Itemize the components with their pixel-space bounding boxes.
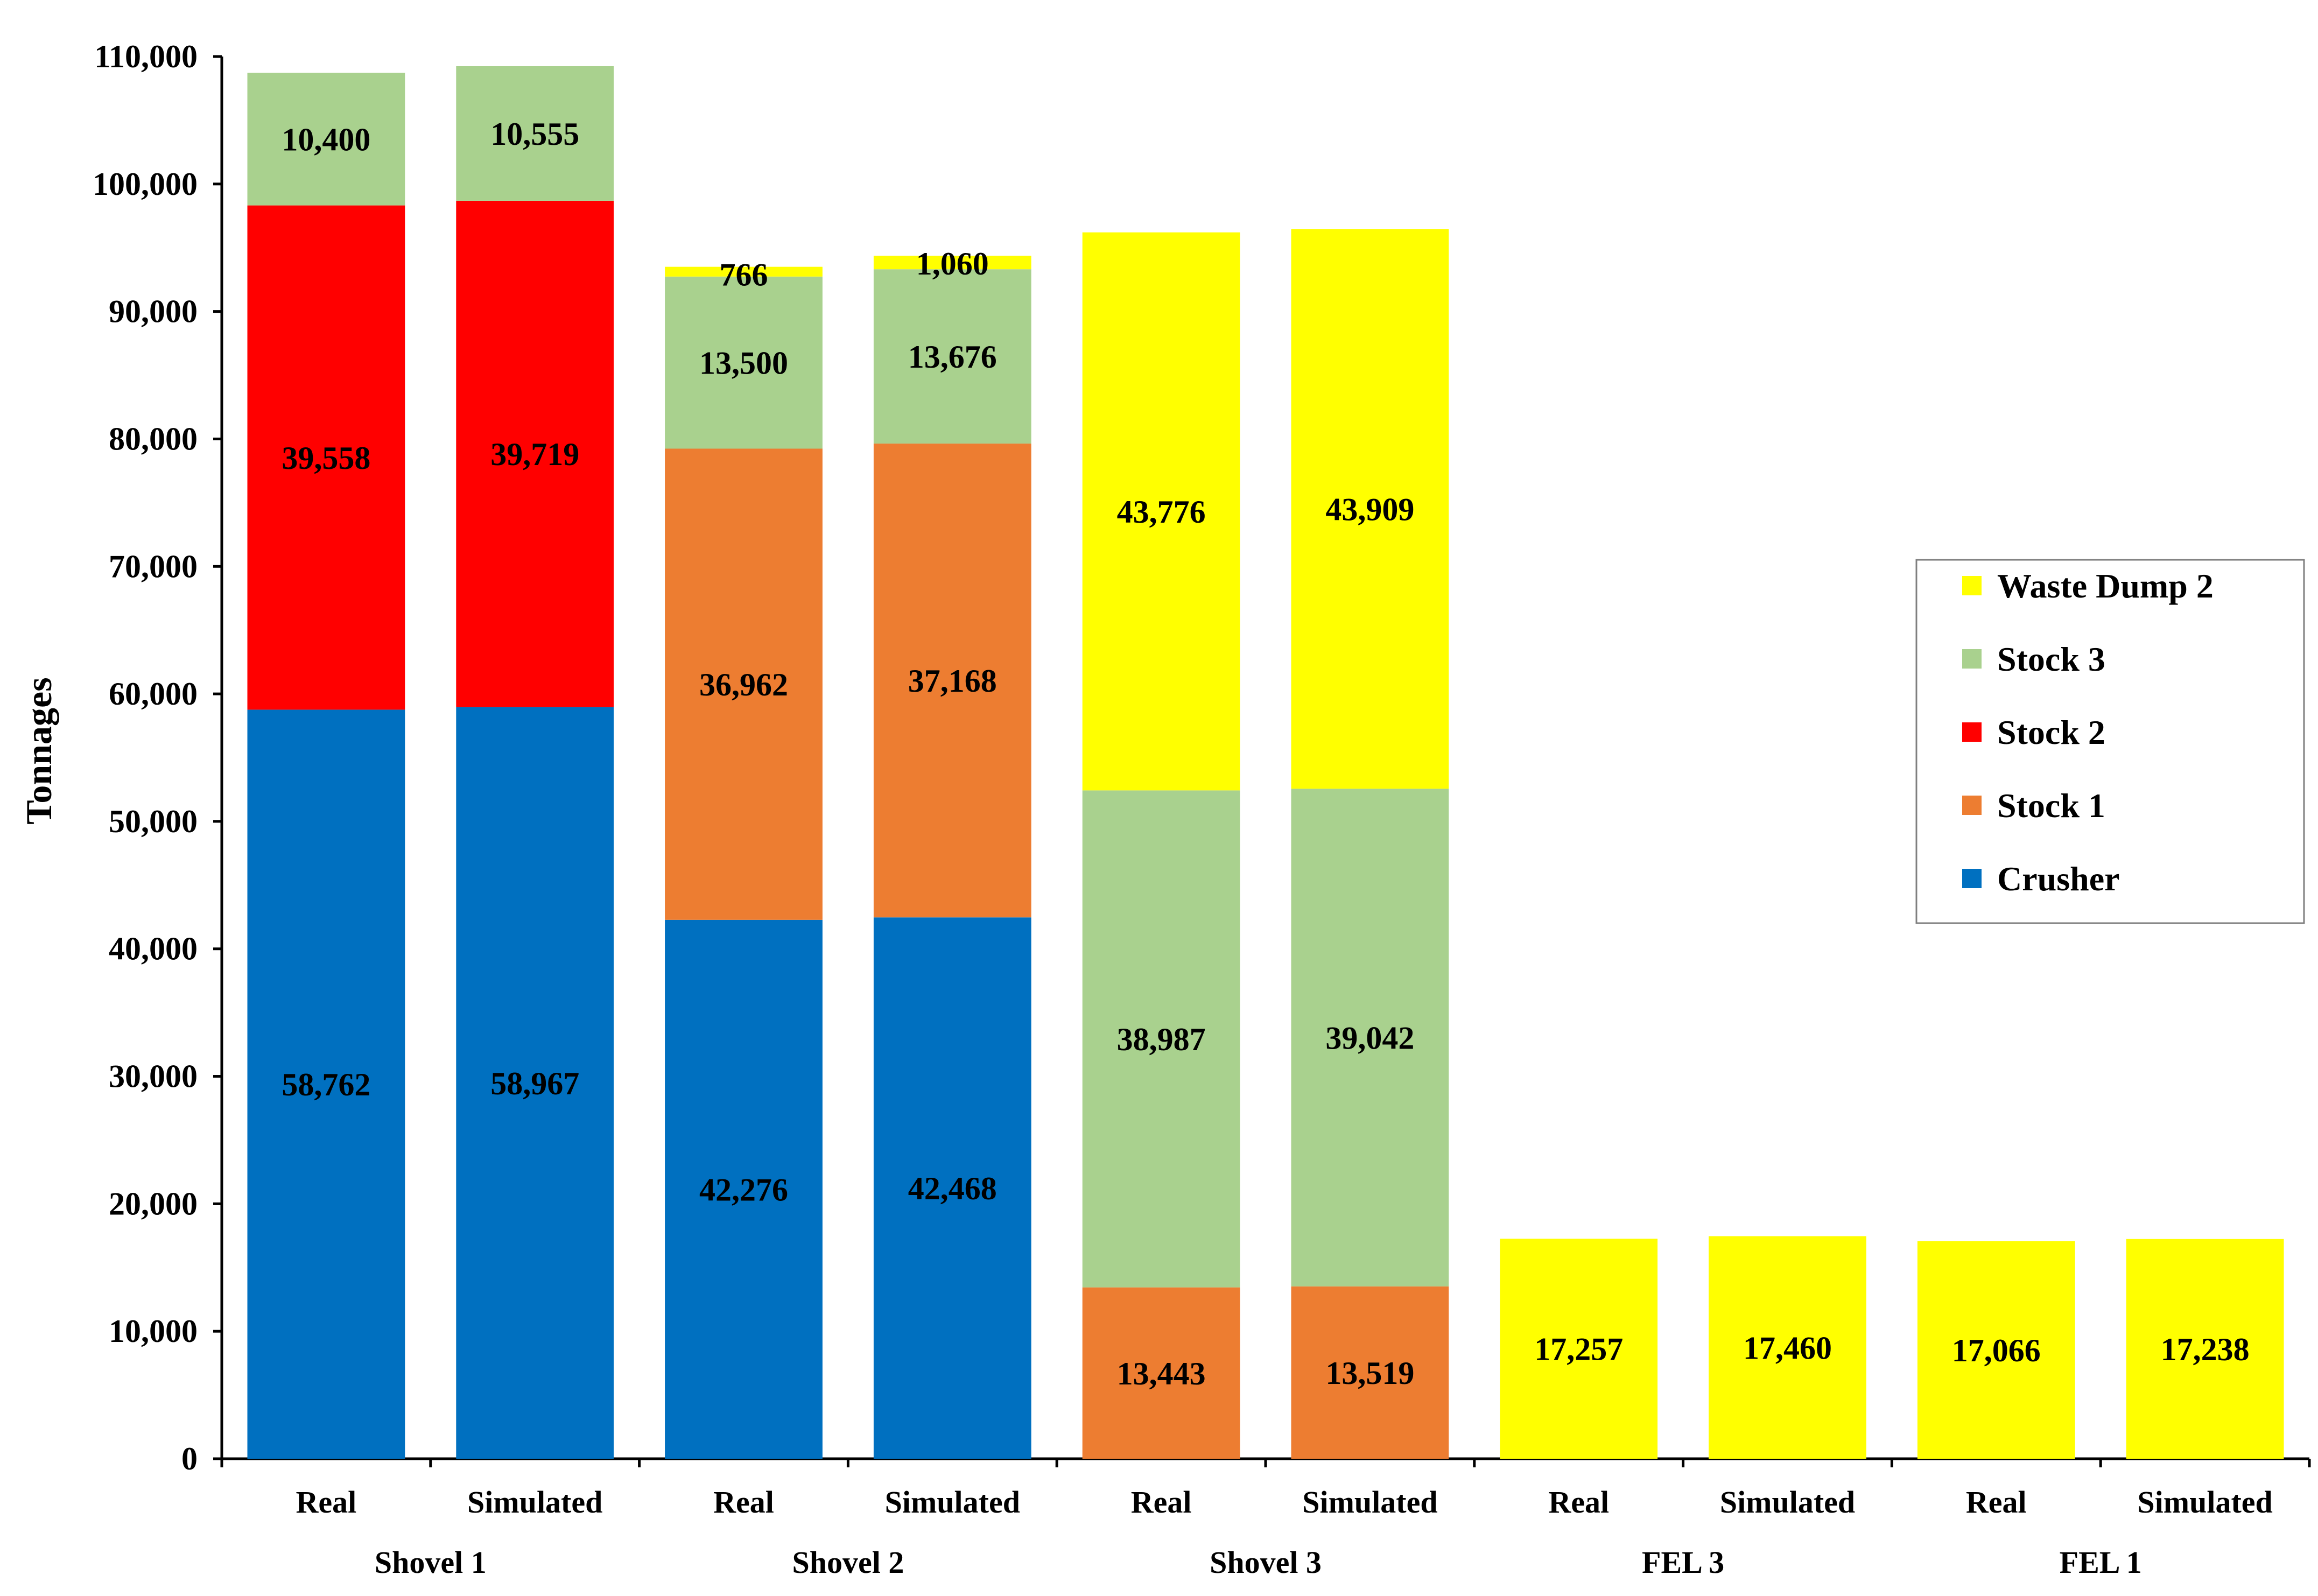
x-category-label: Simulated xyxy=(467,1485,602,1520)
bar-segment xyxy=(665,448,823,920)
y-tick-label: 10,000 xyxy=(109,1313,198,1349)
bar-segment xyxy=(247,73,405,206)
x-category-label: Real xyxy=(296,1485,357,1520)
x-group-label: Shovel 1 xyxy=(375,1545,487,1580)
y-axis-title: Tonnages xyxy=(18,677,59,824)
bar-segment xyxy=(873,444,1031,918)
data-label: 17,460 xyxy=(1743,1330,1832,1366)
bar-segment xyxy=(665,276,823,449)
y-tick-label: 60,000 xyxy=(109,676,198,712)
data-label: 13,676 xyxy=(908,339,997,375)
y-tick-label: 50,000 xyxy=(109,804,198,839)
bar-segment xyxy=(1082,232,1240,791)
bar-segment xyxy=(2126,1239,2284,1459)
data-label: 13,519 xyxy=(1325,1355,1414,1391)
bar-segment xyxy=(1917,1241,2075,1459)
legend-entry-label: Waste Dump 2 xyxy=(1997,567,2214,605)
data-label: 58,967 xyxy=(490,1066,579,1101)
data-label: 42,468 xyxy=(908,1171,997,1206)
data-label: 39,042 xyxy=(1325,1021,1414,1056)
bar-segment xyxy=(247,205,405,710)
bar-segment xyxy=(1709,1236,1866,1459)
y-tick-label: 40,000 xyxy=(109,931,198,967)
data-label: 13,500 xyxy=(699,346,788,381)
bar-segment xyxy=(1500,1239,1658,1459)
bar-segment xyxy=(873,256,1031,270)
bar-segment xyxy=(456,707,614,1459)
bar-segment xyxy=(1082,1287,1240,1459)
data-label: 43,909 xyxy=(1325,491,1414,527)
data-labels: 58,762 39,558 10,400 58,967 39,719 10,555 42,2… xyxy=(282,116,2249,1391)
data-label: 13,443 xyxy=(1117,1356,1206,1391)
bar-segment xyxy=(1291,789,1449,1286)
y-tick-label: 30,000 xyxy=(109,1059,198,1094)
data-label: 1,060 xyxy=(916,246,989,282)
data-label: 10,400 xyxy=(282,122,370,157)
y-tick-label: 0 xyxy=(181,1441,198,1477)
bar-segment xyxy=(1082,790,1240,1288)
x-category-label: Simulated xyxy=(2137,1485,2272,1520)
data-label: 37,168 xyxy=(908,663,997,699)
y-tick-label: 80,000 xyxy=(109,421,198,456)
legend-swatch xyxy=(1962,722,1982,742)
legend-entry-label: Stock 1 xyxy=(1997,786,2105,825)
bars xyxy=(247,66,2284,1459)
x-category-label: Simulated xyxy=(885,1485,1020,1520)
data-label: 42,276 xyxy=(699,1172,788,1207)
legend-swatch xyxy=(1962,796,1982,815)
data-label: 39,719 xyxy=(490,437,579,472)
y-tick-label: 110,000 xyxy=(94,39,198,74)
bar-segment xyxy=(665,919,823,1459)
data-label: 17,238 xyxy=(2161,1332,2250,1367)
data-label: 36,962 xyxy=(699,667,788,702)
x-category-label: Simulated xyxy=(1720,1485,1855,1520)
x-group-label: Shovel 3 xyxy=(1210,1545,1322,1580)
x-category-label: Real xyxy=(713,1485,774,1520)
x-group-label: FEL 1 xyxy=(2060,1545,2142,1580)
data-label: 766 xyxy=(720,257,768,293)
bar-segment xyxy=(247,709,405,1459)
x-group-label: FEL 3 xyxy=(1642,1545,1724,1580)
y-axis-title-group: Tonnages xyxy=(18,677,59,824)
x-category-label: Real xyxy=(1548,1485,1609,1520)
data-label: 43,776 xyxy=(1117,494,1206,530)
bar-segment xyxy=(456,66,614,201)
y-tick-label: 100,000 xyxy=(93,166,198,202)
x-category-label: Real xyxy=(1966,1485,2027,1520)
bar-segment xyxy=(1291,229,1449,789)
data-label: 10,555 xyxy=(490,116,579,152)
data-label: 17,257 xyxy=(1534,1332,1623,1367)
legend-swatch xyxy=(1962,649,1982,669)
bar-segment xyxy=(456,200,614,707)
y-tick-label: 20,000 xyxy=(109,1186,198,1221)
x-group-label: Shovel 2 xyxy=(792,1545,904,1580)
y-tick-label: 70,000 xyxy=(109,549,198,584)
bar-segment xyxy=(1291,1286,1449,1459)
legend-entry-label: Stock 3 xyxy=(1997,640,2105,678)
legend-entry-label: Stock 2 xyxy=(1997,713,2105,751)
y-tick-label: 90,000 xyxy=(109,294,198,329)
legend: Waste Dump 2 Stock 3 Stock 2 Stock 1 Crusher xyxy=(1915,559,2305,924)
bar-segment xyxy=(873,917,1031,1459)
x-category-label: Real xyxy=(1131,1485,1192,1520)
legend-entry-label: Crusher xyxy=(1997,860,2120,898)
x-category-label: Simulated xyxy=(1302,1485,1437,1520)
legend-swatch xyxy=(1962,576,1982,595)
bar-segment xyxy=(665,266,823,277)
bar-segment xyxy=(873,269,1031,444)
axes: 0 10,000 20,000 30,000 40,000 50,000 60,000 70,… xyxy=(93,39,2311,1477)
x-category-labels: Real Simulated Real Simulated Real Simulated R… xyxy=(296,1485,2273,1580)
data-label: 58,762 xyxy=(282,1067,370,1102)
legend-swatch xyxy=(1962,869,1982,888)
data-label: 39,558 xyxy=(282,440,370,476)
data-label: 38,987 xyxy=(1117,1022,1206,1057)
data-label: 17,066 xyxy=(1952,1333,2041,1368)
